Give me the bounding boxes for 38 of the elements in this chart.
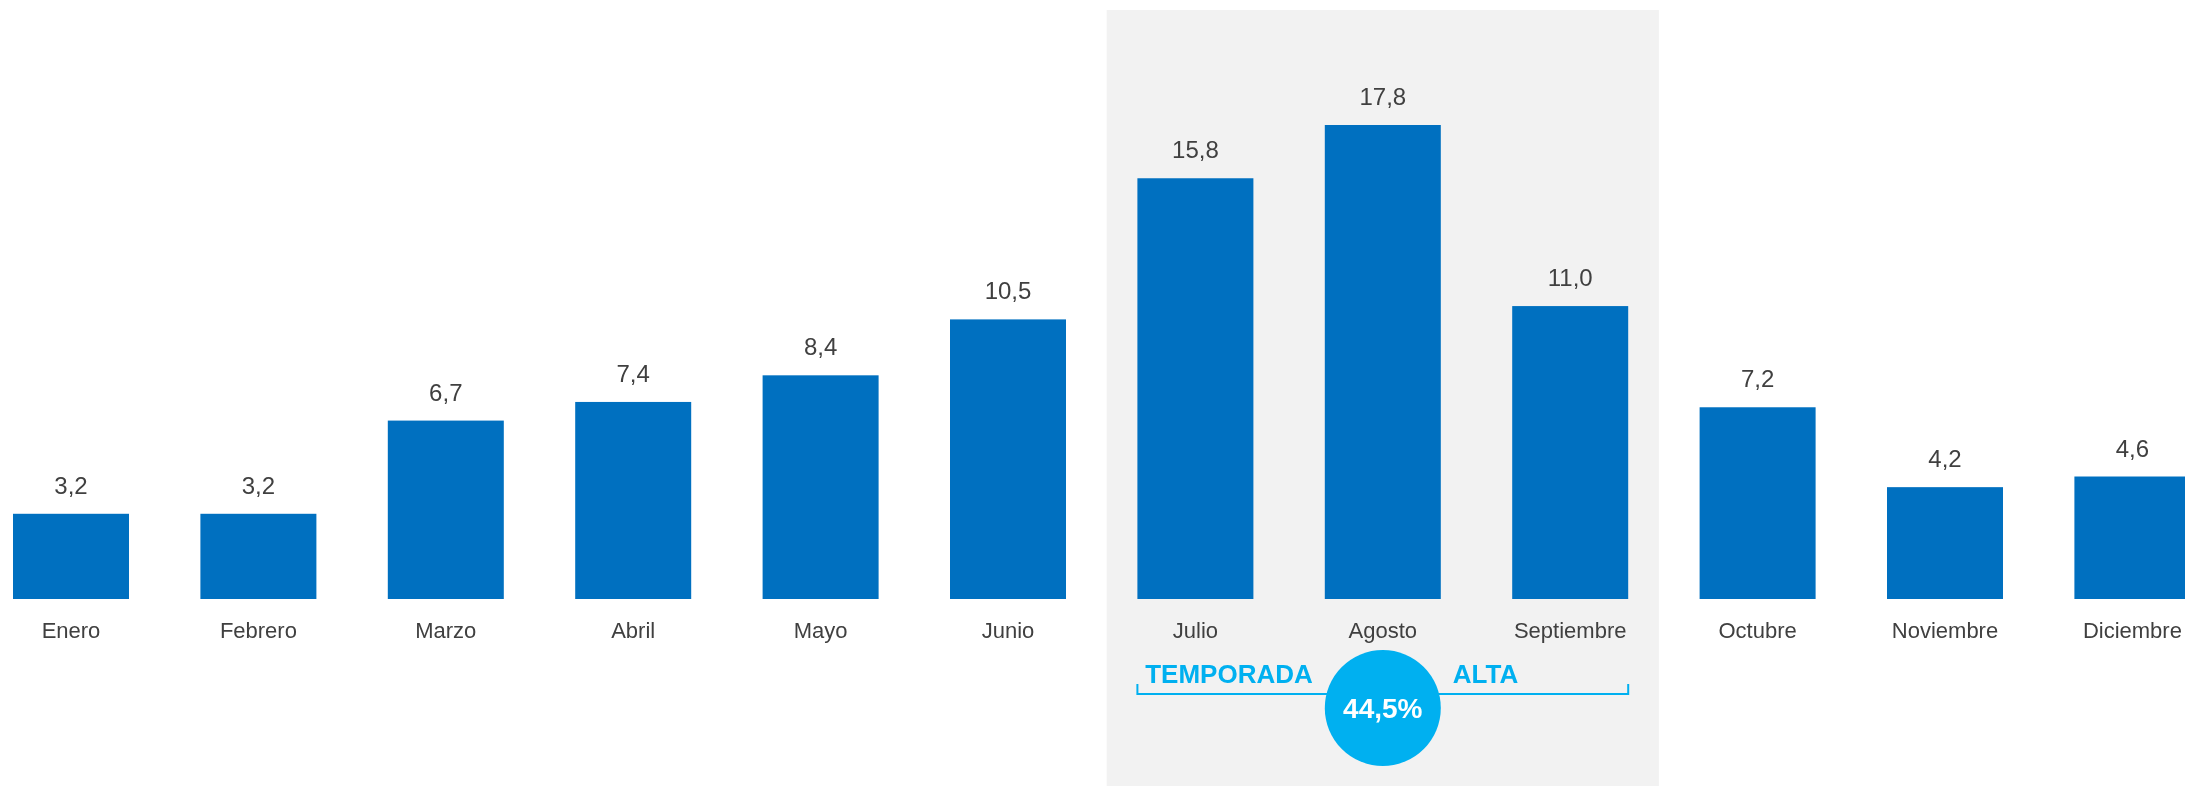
x-tick-label: Septiembre	[1513, 618, 1627, 643]
x-tick-label: Junio	[981, 618, 1035, 643]
x-tick-label: Julio	[1172, 618, 1219, 643]
x-tick-label: Diciembre	[2082, 618, 2182, 643]
data-label: 6,7	[429, 378, 463, 406]
x-tick-label: Agosto	[1348, 618, 1418, 643]
bar	[950, 319, 1066, 599]
data-label: 15,8	[1172, 136, 1219, 164]
x-tick-label: Febrero	[219, 618, 297, 643]
data-label: 7,4	[616, 359, 650, 387]
bar	[575, 401, 692, 599]
data-label: 10,5	[984, 277, 1032, 305]
data-label: 17,8	[1359, 83, 1407, 110]
data-label: 7,2	[1740, 365, 1775, 393]
bar	[1887, 487, 2003, 599]
data-label: 4,2	[1928, 445, 1962, 473]
x-tick-label: Noviembre	[1891, 618, 1999, 643]
bar	[1137, 178, 1254, 599]
text: 44,5%	[1343, 693, 1423, 724]
x-tick-label: Octubre	[1718, 618, 1797, 643]
bar	[387, 420, 504, 599]
bar	[762, 375, 879, 599]
bar	[13, 513, 129, 599]
bar	[1512, 306, 1629, 599]
data-label: 11,0	[1547, 264, 1593, 292]
bar	[1699, 407, 1816, 599]
data-label: 8,4	[803, 333, 838, 361]
x-tick-label: Marzo	[415, 618, 477, 643]
bar	[200, 513, 317, 599]
text: ALTA	[1452, 659, 1519, 689]
data-label: 3,2	[54, 471, 88, 499]
data-label: 3,2	[241, 471, 276, 499]
text: TEMPORADA	[1145, 659, 1314, 689]
bar	[1324, 125, 1441, 599]
x-tick-label: Enero	[41, 618, 101, 643]
x-tick-label: Mayo	[793, 618, 848, 643]
x-tick-label: Abril	[611, 618, 656, 643]
data-label: 4,6	[2115, 434, 2150, 462]
